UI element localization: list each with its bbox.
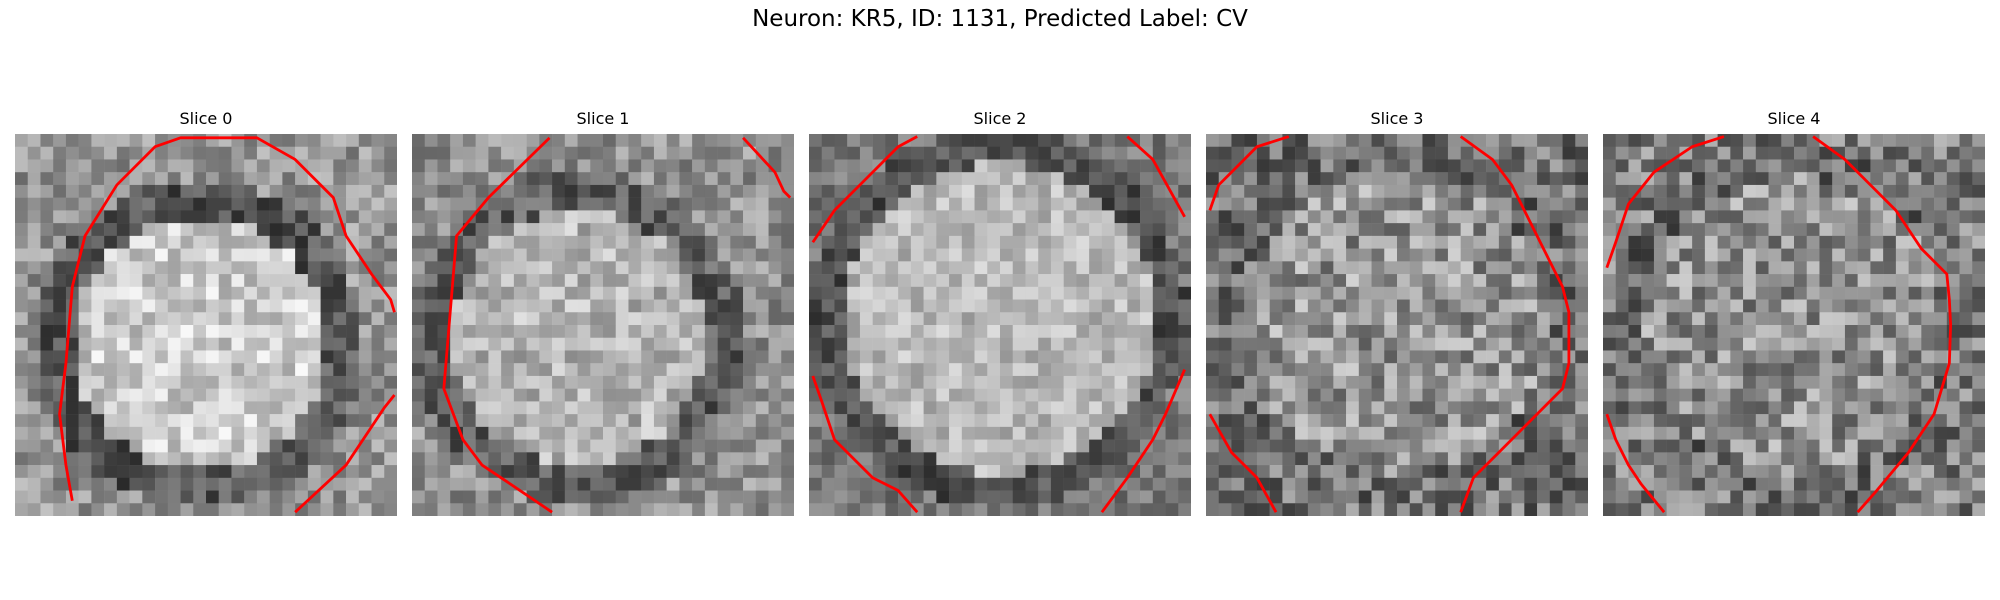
slice-title: Slice 1 [576, 109, 630, 128]
contour-line [1100, 369, 1186, 514]
slice-title: Slice 3 [1370, 109, 1424, 128]
slice-image [1206, 134, 1588, 516]
slice-title: Slice 0 [179, 109, 233, 128]
slice-panel-3: Slice 3 [1206, 110, 1588, 516]
contour-line [811, 135, 918, 244]
contour-line [58, 136, 396, 501]
slice-image [809, 134, 1191, 516]
slice-panel-4: Slice 4 [1603, 110, 1985, 516]
contour-line [742, 136, 792, 199]
slice-title: Slice 4 [1767, 109, 1821, 128]
contour-line [1459, 135, 1571, 513]
contour-line [1208, 413, 1278, 513]
slice-image [412, 134, 794, 516]
slice-panel-1: Slice 1 [412, 110, 794, 516]
contour-line [1605, 413, 1666, 514]
contour-line [1208, 135, 1290, 211]
figure-title: Neuron: KR5, ID: 1131, Predicted Label: … [752, 6, 1248, 32]
contour-line [294, 394, 396, 514]
contour-line [1812, 135, 1953, 514]
slice-image [15, 134, 397, 516]
contour-line [811, 375, 919, 514]
slice-title: Slice 2 [973, 109, 1027, 128]
slice-panel-0: Slice 0 [15, 110, 397, 516]
slice-image [1603, 134, 1985, 516]
contour-line [1126, 135, 1186, 218]
contour-line [1605, 135, 1725, 269]
slice-panel-2: Slice 2 [809, 110, 1191, 516]
contour-line [442, 136, 553, 514]
